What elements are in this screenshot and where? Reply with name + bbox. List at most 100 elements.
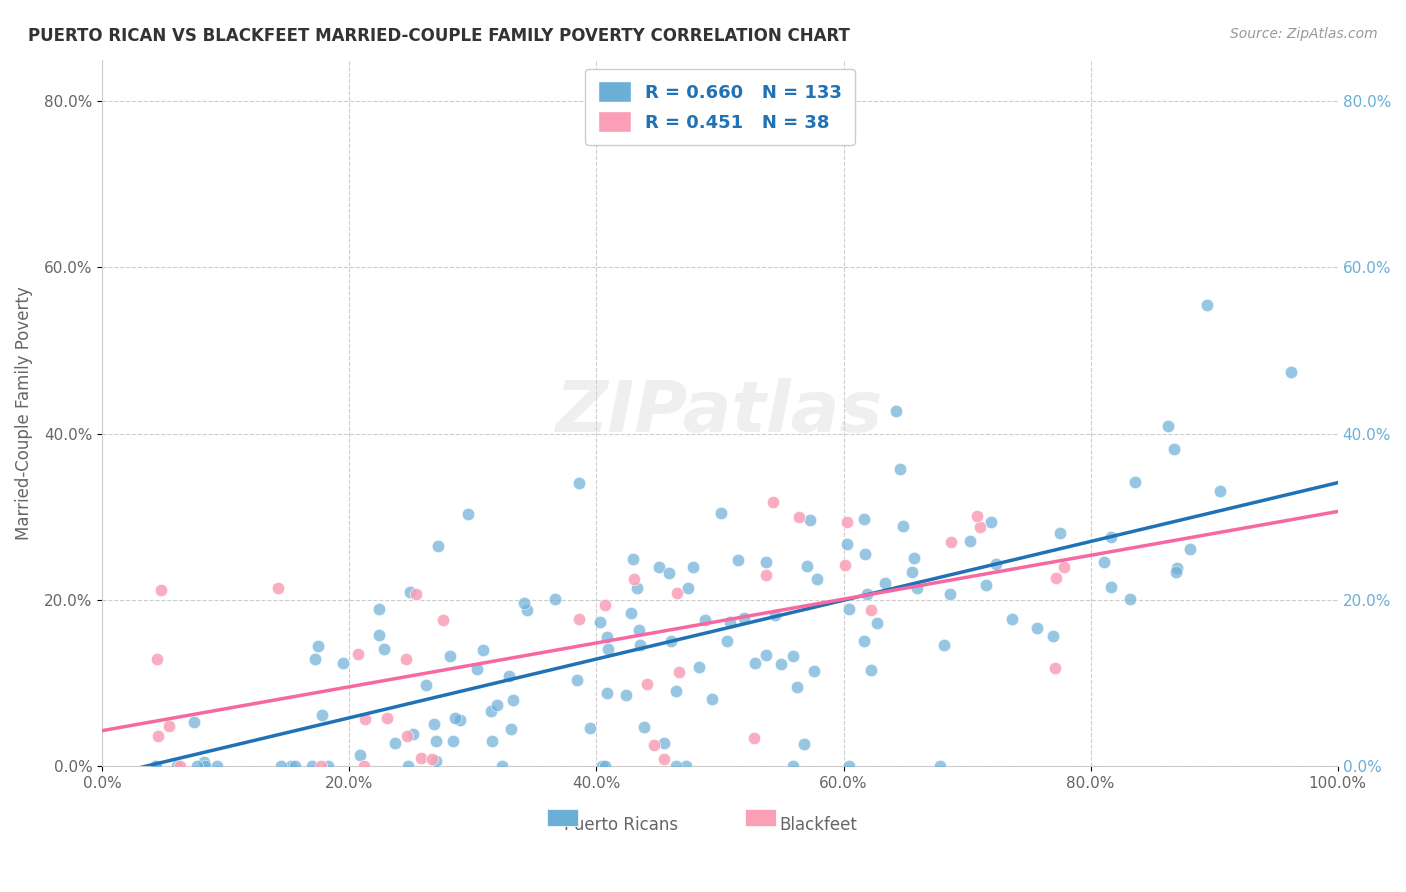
Point (309, 759, 332, 773)
Point (666, 585, 689, 599)
Point (193, 756, 215, 770)
Point (623, 572, 645, 586)
Point (1166, 565, 1188, 579)
Point (782, 649, 804, 664)
Point (929, 759, 952, 773)
Point (984, 557, 1007, 571)
Point (628, 638, 651, 652)
Point (589, 615, 612, 629)
Point (395, 652, 418, 666)
Point (969, 520, 991, 534)
Point (755, 567, 778, 582)
Point (1197, 298, 1219, 312)
Point (411, 751, 433, 765)
Point (901, 566, 924, 580)
Y-axis label: Married-Couple Family Poverty: Married-Couple Family Poverty (15, 286, 32, 540)
Point (889, 462, 911, 476)
Point (347, 647, 370, 661)
Point (486, 698, 509, 713)
Point (423, 717, 446, 731)
Point (838, 759, 860, 773)
Point (427, 539, 450, 553)
Point (591, 759, 613, 773)
Point (793, 737, 815, 751)
Point (471, 643, 494, 657)
Legend: R = 0.660   N = 133, R = 0.451   N = 38: R = 0.660 N = 133, R = 0.451 N = 38 (585, 69, 855, 145)
Point (765, 608, 787, 623)
Point (267, 581, 290, 595)
Point (891, 518, 914, 533)
Point (803, 664, 825, 678)
Point (384, 736, 406, 750)
Point (479, 704, 502, 718)
Point (148, 729, 170, 743)
Point (449, 714, 471, 728)
Point (502, 693, 524, 707)
Point (835, 515, 858, 529)
Point (205, 759, 228, 773)
Point (513, 596, 536, 610)
Point (1049, 525, 1071, 540)
Point (838, 602, 860, 616)
Point (596, 686, 619, 700)
Point (621, 552, 644, 566)
Point (280, 759, 302, 773)
Point (501, 722, 523, 736)
Point (837, 537, 859, 551)
Point (1119, 591, 1142, 606)
Point (786, 680, 808, 694)
Point (966, 509, 988, 524)
Point (1123, 475, 1146, 490)
Point (432, 613, 454, 627)
Point (980, 516, 1002, 530)
Point (905, 581, 928, 595)
Point (1042, 629, 1064, 643)
Point (742, 731, 765, 745)
Point (415, 677, 437, 691)
Point (1163, 442, 1185, 457)
Point (1045, 571, 1067, 585)
Point (349, 747, 371, 762)
Point (744, 656, 766, 670)
Point (145, 759, 167, 773)
Point (859, 603, 882, 617)
Point (457, 507, 479, 521)
Point (693, 613, 716, 627)
FancyBboxPatch shape (745, 809, 776, 826)
Point (402, 727, 425, 741)
Point (1156, 418, 1178, 433)
Text: ZIPatlas: ZIPatlas (557, 378, 884, 448)
Point (1178, 541, 1201, 556)
Point (596, 642, 619, 657)
Point (733, 611, 755, 625)
Point (675, 759, 697, 773)
Point (727, 553, 749, 567)
Point (806, 572, 828, 586)
Point (405, 587, 427, 601)
Point (620, 607, 643, 621)
Point (932, 638, 955, 652)
Point (183, 714, 205, 729)
Point (853, 547, 876, 561)
Point (353, 759, 375, 773)
Point (665, 759, 688, 773)
Point (284, 759, 307, 773)
Point (796, 559, 818, 574)
Point (159, 719, 181, 733)
Point (332, 656, 354, 670)
Point (718, 615, 741, 630)
Point (1094, 555, 1116, 569)
Point (354, 712, 377, 726)
Point (648, 560, 671, 574)
Point (568, 612, 591, 626)
Point (186, 759, 208, 773)
Point (886, 404, 908, 418)
Point (304, 652, 326, 666)
Point (676, 581, 699, 595)
Point (544, 591, 567, 606)
FancyBboxPatch shape (547, 809, 578, 826)
Point (194, 759, 217, 773)
Point (636, 677, 658, 691)
Point (565, 673, 588, 687)
Point (658, 566, 681, 580)
